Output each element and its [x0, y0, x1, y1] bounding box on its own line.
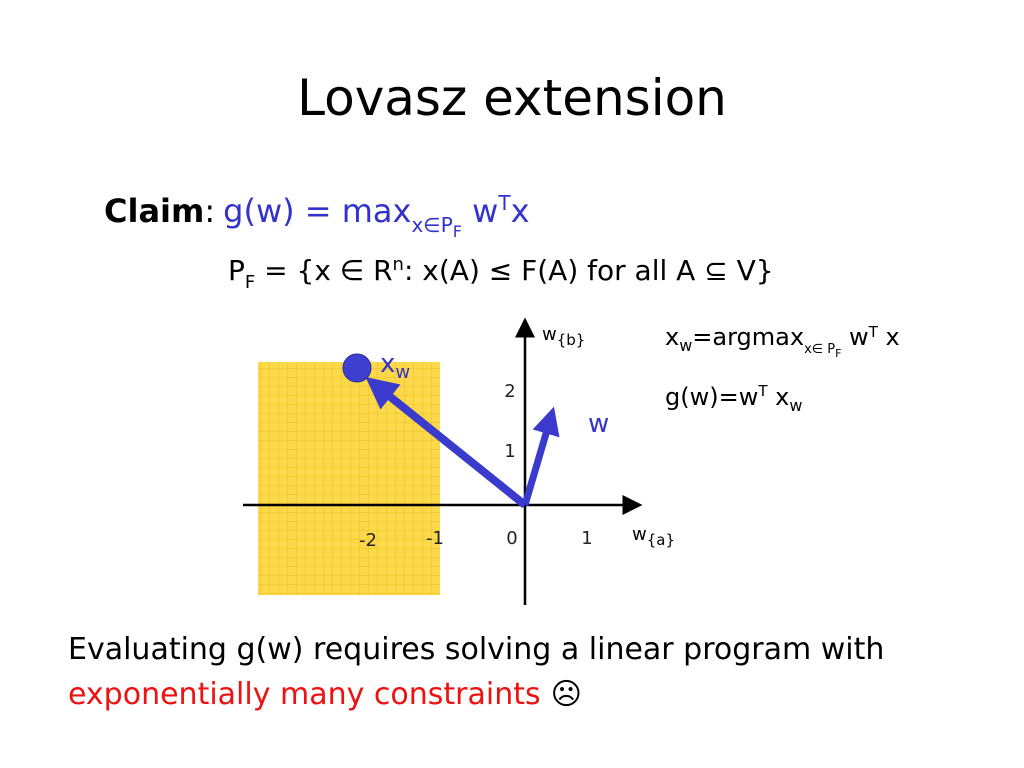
feasible-region [258, 362, 440, 595]
footer-line: Evaluating g(w) requires solving a linea… [68, 632, 884, 667]
polytope-body: = {x ∈ R [255, 254, 392, 287]
note-part: w [841, 323, 868, 351]
claim-sub: x∈P [411, 213, 452, 237]
polytope-p: P [228, 254, 245, 287]
claim-w: w [462, 192, 498, 230]
point-label: xw [380, 349, 410, 383]
note-part: x [665, 323, 679, 351]
y-axis-label-sub: {b} [557, 331, 586, 349]
x-tick: -1 [426, 528, 444, 549]
note: g(w)=wT xw [665, 382, 802, 415]
claim-subsub: F [453, 222, 462, 241]
y-axis-label-main: w [542, 324, 557, 345]
note-part: x [768, 383, 790, 411]
y-tick: 1 [504, 441, 515, 462]
note-part: w [679, 336, 692, 355]
x-axis-label-main: w [632, 524, 647, 545]
note-part: F [835, 347, 841, 360]
x-axis-label: w{a} [632, 524, 675, 549]
diagram: w{a} w{b} -2 -1 0 1 1 2 xw w [243, 317, 675, 605]
x-tick: -2 [359, 530, 377, 551]
x-axis-label-sub: {a} [647, 531, 675, 549]
note-part: x∈ P [804, 342, 835, 357]
note-part: T [868, 323, 879, 341]
polytope-rest: : x(A) ≤ F(A) for all A ⊆ V} [404, 254, 774, 287]
note-part: T [757, 382, 768, 400]
claim: Claim: g(w) = maxx∈PF wTx [104, 191, 530, 241]
footer-line: exponentially many constraints ☹ [68, 677, 582, 712]
title: Lovasz extension [297, 69, 727, 127]
x-tick: 1 [581, 528, 592, 549]
polytope-sup: n [393, 254, 404, 275]
xw-vector [365, 376, 528, 509]
claim-x: x [511, 192, 530, 230]
note-part: x [878, 323, 900, 351]
claim-label: Claim [104, 192, 204, 230]
claim-lhs: g(w) = max [223, 192, 411, 230]
note: xw=argmaxx∈ PF wT x [665, 323, 900, 360]
y-axis-label: w{b} [542, 324, 585, 349]
claim-colon: : [204, 192, 215, 230]
note-part: g(w)=w [665, 383, 758, 411]
note-part: w [789, 396, 802, 415]
w-vector [521, 406, 560, 506]
point-label-main: x [380, 349, 395, 379]
note-part: =argmax [692, 323, 804, 351]
footer-emoji: ☹ [551, 677, 582, 712]
polytope: PF = {x ∈ Rn: x(A) ≤ F(A) for all A ⊆ V} [228, 254, 774, 293]
vector-label: w [588, 409, 609, 439]
point-label-sub: w [395, 362, 410, 383]
y-tick: 2 [504, 381, 515, 402]
x-tick: 0 [506, 528, 517, 549]
claim-sup: T [497, 191, 511, 215]
footer-highlight: exponentially many constraints [68, 677, 541, 712]
polytope-sub: F [245, 272, 255, 293]
xw-point [342, 353, 372, 383]
